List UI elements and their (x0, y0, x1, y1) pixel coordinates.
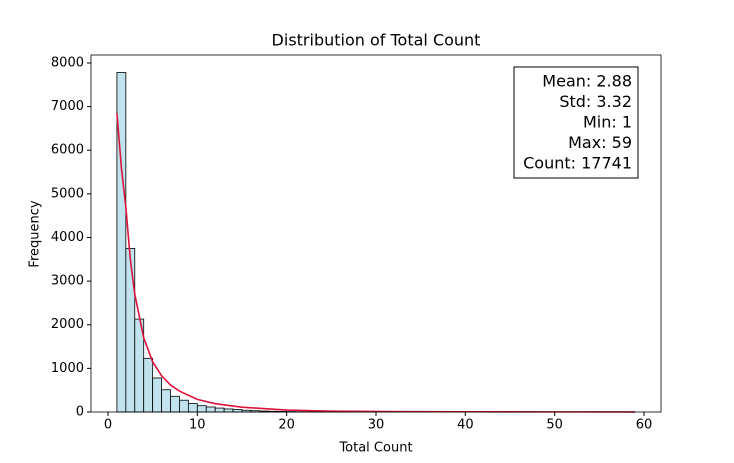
stats-text: Mean: 2.88 (542, 72, 632, 91)
x-tick-label: 50 (546, 418, 563, 433)
stats-text: Min: 1 (583, 113, 632, 132)
bar (187, 403, 198, 413)
y-tick-label: 8000 (51, 55, 84, 70)
x-tick-label: 60 (636, 418, 653, 433)
stats-box (513, 66, 639, 179)
y-axis-label: Frequency (28, 200, 43, 267)
y-tick-label: 1000 (51, 361, 84, 376)
x-tick-label: 30 (368, 418, 385, 433)
x-tick-label: 0 (104, 418, 112, 433)
x-axis-label: Total Count (338, 441, 412, 456)
y-tick-label: 0 (76, 405, 84, 420)
stats-text: Std: 3.32 (559, 92, 632, 111)
y-tick-label: 5000 (51, 186, 84, 201)
bar (161, 389, 171, 413)
bar (170, 395, 180, 413)
y-tick-label: 4000 (51, 230, 84, 245)
bar (125, 247, 136, 413)
y-tick-label: 6000 (51, 143, 84, 158)
chart-title: Distribution of Total Count (272, 31, 481, 50)
kde-line (116, 113, 636, 413)
x-tick-label: 20 (278, 418, 295, 433)
bar (143, 357, 154, 413)
bar (152, 377, 162, 413)
bar (179, 399, 189, 413)
x-tick-label: 10 (189, 418, 206, 433)
y-tick-label: 3000 (51, 274, 84, 289)
bar (205, 406, 216, 413)
y-tick-label: 7000 (51, 99, 84, 114)
stats-text: Max: 59 (568, 133, 632, 152)
x-tick-label: 40 (457, 418, 474, 433)
bar (223, 408, 234, 413)
bar (196, 405, 207, 413)
bar (214, 407, 225, 413)
y-tick-label: 2000 (51, 317, 84, 332)
stats-text: Count: 17741 (523, 154, 632, 173)
